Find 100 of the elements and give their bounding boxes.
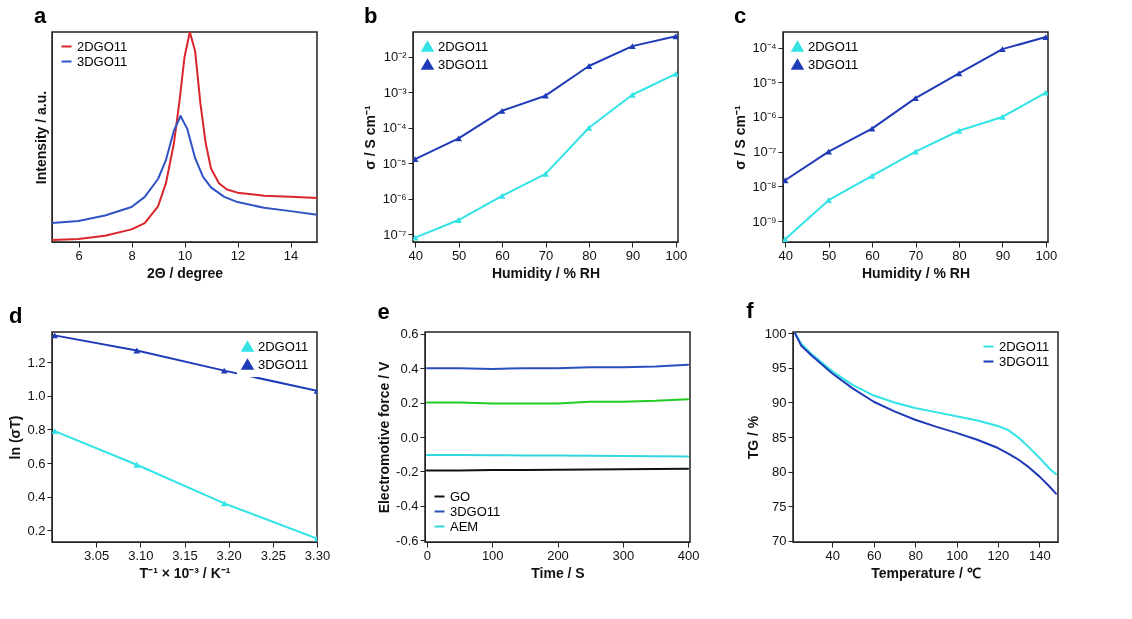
point [629, 43, 636, 50]
x-tick-label: 14 [283, 247, 299, 263]
x-tick-label: 10 [177, 247, 193, 263]
x-tick-label: 90 [625, 247, 641, 263]
chart-title: e [377, 298, 390, 324]
y-tick-label: 0.0 [400, 429, 419, 445]
x-tick-label: 60 [867, 547, 882, 563]
x-tick-label: 120 [987, 547, 1010, 563]
y-axis-title: ln (σT) [7, 415, 24, 460]
x-tick-label: 50 [821, 247, 837, 263]
y-tick-label: 10⁻⁶ [752, 109, 777, 125]
x-tick-label: 8 [128, 247, 136, 263]
y-tick-label: 10⁻⁵ [752, 74, 777, 90]
y-tick-label: 85 [772, 429, 787, 445]
point [1042, 34, 1048, 40]
x-tick-label: 80 [952, 247, 967, 263]
point [1042, 89, 1048, 96]
legend-label: AEM [450, 518, 479, 534]
point [542, 92, 549, 99]
point [868, 125, 876, 132]
y-tick-label: 10⁻³ [383, 84, 408, 100]
y-tick-label: 0.2 [400, 395, 419, 411]
point [413, 156, 419, 163]
point [585, 63, 593, 69]
x-tick-label: 400 [677, 547, 700, 563]
y-tick-label: 10⁻⁴ [382, 120, 407, 136]
point [220, 367, 228, 374]
y-tick-label: 0.6 [27, 455, 46, 471]
y-axis-title: Intensity / a.u. [32, 90, 49, 185]
y-tick-label: 10⁻⁵ [382, 155, 407, 171]
x-tick-label: 100 [1035, 247, 1058, 263]
point [825, 148, 832, 155]
x-tick-label: 3.20 [216, 547, 242, 563]
y-axis-title: TG / % [744, 415, 761, 460]
x-tick-label: 300 [612, 547, 635, 563]
legend-label: 3DGO11 [999, 353, 1050, 369]
chart-title: d [8, 303, 23, 328]
x-tick-label: 70 [538, 247, 554, 263]
legend-label: 2DGO11 [808, 38, 859, 54]
y-tick-label: 95 [772, 360, 787, 376]
y-tick-label: -0.6 [396, 532, 419, 548]
chart-title: c [733, 3, 747, 28]
chart-title: b [363, 3, 378, 28]
point [999, 114, 1006, 120]
y-tick-label: 0.8 [27, 421, 46, 437]
y-tick-label: 90 [772, 394, 787, 410]
y-tick-label: 10⁻⁹ [752, 213, 777, 229]
x-axis-title: 2Θ / degree [146, 264, 224, 281]
x-tick-label: 12 [230, 247, 246, 263]
y-tick-label: 1.2 [27, 354, 46, 370]
x-tick-label: 70 [908, 247, 924, 263]
legend-label: 3DGO11 [450, 503, 501, 519]
y-tick-label: 0.2 [27, 522, 46, 538]
point [783, 177, 789, 184]
legend-label: 3DGO11 [77, 53, 128, 69]
y-tick-label: -0.4 [396, 498, 419, 514]
point [672, 70, 678, 77]
point [498, 107, 506, 114]
y-tick-label: 10⁻² [383, 49, 408, 65]
point [825, 197, 832, 204]
x-axis-title: T⁻¹ × 10⁻³ / K⁻¹ [139, 564, 231, 581]
point [912, 148, 919, 155]
x-axis-title: Humidity / % RH [861, 264, 971, 281]
legend-label: 2DGO11 [438, 38, 489, 54]
point [455, 217, 462, 223]
y-tick-label: 0.6 [400, 326, 419, 342]
y-tick-label: 1.0 [27, 388, 46, 404]
y-axis-title: σ / S cm⁻¹ [732, 104, 749, 170]
y-tick-label: 75 [772, 498, 787, 514]
legend-label: 2DGO11 [999, 338, 1050, 354]
x-tick-label: 50 [451, 247, 467, 263]
x-axis-title: Humidity / % RH [491, 264, 601, 281]
x-tick-label: 100 [946, 547, 968, 563]
x-tick-label: 40 [825, 547, 841, 563]
x-tick-label: 60 [865, 247, 880, 263]
y-axis-title: Electromotive force / V [376, 360, 393, 514]
y-tick-label: 10⁻⁴ [752, 40, 777, 56]
x-tick-label: 80 [582, 247, 597, 263]
x-tick-label: 3.10 [128, 547, 154, 563]
point [912, 95, 919, 101]
x-tick-label: 3.25 [260, 547, 286, 563]
chart-title: a [34, 3, 47, 28]
legend-label: GO [450, 488, 471, 504]
point [542, 170, 549, 177]
y-tick-label: 100 [764, 325, 787, 341]
point [629, 91, 636, 98]
x-tick-label: 40 [408, 247, 423, 263]
y-axis-title: σ / S cm⁻¹ [362, 104, 379, 170]
x-tick-label: 0 [423, 547, 432, 563]
x-tick-label: 100 [665, 247, 688, 263]
y-tick-label: 10⁻⁶ [382, 191, 407, 207]
legend-label: 2DGO11 [77, 38, 128, 54]
y-tick-label: 10⁻⁸ [752, 178, 777, 194]
legend-label: 3DGO11 [808, 56, 859, 72]
point [868, 173, 876, 179]
y-tick-label: 0.4 [400, 360, 419, 376]
point [783, 236, 789, 242]
point [413, 234, 419, 241]
point [52, 332, 58, 339]
x-tick-label: 90 [995, 247, 1011, 263]
